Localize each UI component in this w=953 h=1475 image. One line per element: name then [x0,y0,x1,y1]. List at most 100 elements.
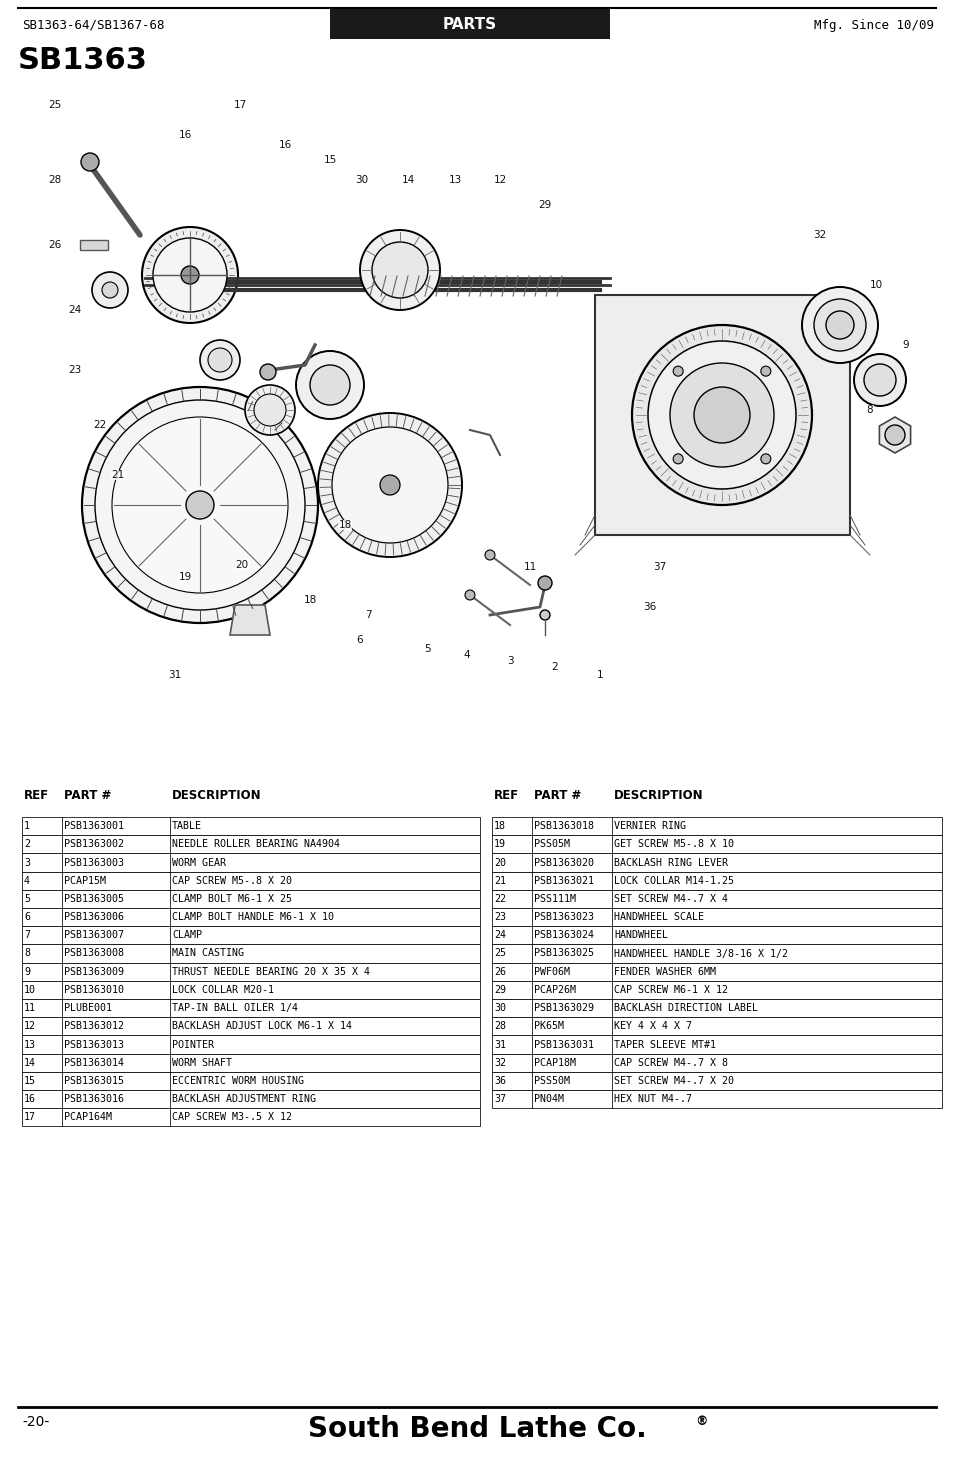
Circle shape [863,364,895,395]
Text: 14: 14 [24,1058,36,1068]
Text: PSB1363016: PSB1363016 [64,1094,124,1105]
Text: PSB1363021: PSB1363021 [534,876,594,885]
Text: 30: 30 [355,176,368,184]
Text: KEY 4 X 4 X 7: KEY 4 X 4 X 7 [614,1021,691,1031]
Text: PSB1363014: PSB1363014 [64,1058,124,1068]
Circle shape [142,227,237,323]
Bar [22,963,479,981]
Circle shape [332,426,448,543]
Text: 4: 4 [24,876,30,885]
Text: 15: 15 [323,155,336,165]
Text: 9: 9 [24,966,30,976]
Circle shape [372,242,428,298]
Text: PSB1363005: PSB1363005 [64,894,124,904]
Text: PSB1363015: PSB1363015 [64,1075,124,1086]
Circle shape [669,363,773,468]
Text: LOCK COLLAR M20-1: LOCK COLLAR M20-1 [172,985,274,996]
Text: ECCENTRIC WORM HOUSING: ECCENTRIC WORM HOUSING [172,1075,304,1086]
Circle shape [260,364,275,381]
Bar [22,889,479,909]
Text: 2: 2 [24,839,30,850]
Bar [80,240,108,249]
Circle shape [317,413,461,558]
Circle shape [200,341,240,381]
Text: 12: 12 [24,1021,36,1031]
Text: 26: 26 [494,966,505,976]
Text: 10: 10 [868,280,882,291]
Bar [492,1035,941,1053]
Text: BACKLASH RING LEVER: BACKLASH RING LEVER [614,857,727,867]
Circle shape [208,348,232,372]
Text: BACKLASH ADJUST LOCK M6-1 X 14: BACKLASH ADJUST LOCK M6-1 X 14 [172,1021,352,1031]
Text: PSB1363024: PSB1363024 [534,931,594,940]
Bar [22,909,479,926]
Text: PCAP26M: PCAP26M [534,985,576,996]
Bar [492,926,941,944]
Text: PSB1363002: PSB1363002 [64,839,124,850]
Bar [22,817,479,835]
Circle shape [884,425,904,445]
Text: 22: 22 [93,420,107,431]
Text: PSB1363008: PSB1363008 [64,948,124,959]
Text: NEEDLE ROLLER BEARING NA4904: NEEDLE ROLLER BEARING NA4904 [172,839,339,850]
Circle shape [647,341,795,490]
Bar [492,1018,941,1035]
Text: 8: 8 [24,948,30,959]
Circle shape [295,351,364,419]
Text: PSS05M: PSS05M [534,839,569,850]
Text: MAIN CASTING: MAIN CASTING [172,948,244,959]
Text: 37: 37 [494,1094,505,1105]
Circle shape [359,230,439,310]
Text: THRUST NEEDLE BEARING 20 X 35 X 4: THRUST NEEDLE BEARING 20 X 35 X 4 [172,966,370,976]
Text: 29: 29 [537,201,551,209]
Text: 22: 22 [494,894,505,904]
Text: CAP SCREW M4-.7 X 8: CAP SCREW M4-.7 X 8 [614,1058,727,1068]
Text: CLAMP BOLT HANDLE M6-1 X 10: CLAMP BOLT HANDLE M6-1 X 10 [172,912,334,922]
Text: 23: 23 [69,364,82,375]
Text: 17: 17 [24,1112,36,1122]
Text: 25: 25 [494,948,505,959]
Bar [492,854,941,872]
Text: PSB1363007: PSB1363007 [64,931,124,940]
Bar [492,909,941,926]
Text: 6: 6 [356,636,363,645]
Text: CAP SCREW M6-1 X 12: CAP SCREW M6-1 X 12 [614,985,727,996]
Text: PSS111M: PSS111M [534,894,576,904]
Text: PSB1363025: PSB1363025 [534,948,594,959]
Text: PCAP164M: PCAP164M [64,1112,112,1122]
Text: CLAMP BOLT M6-1 X 25: CLAMP BOLT M6-1 X 25 [172,894,292,904]
Circle shape [760,454,770,463]
Text: BACKLASH ADJUSTMENT RING: BACKLASH ADJUSTMENT RING [172,1094,315,1105]
Circle shape [539,611,550,620]
Text: 6: 6 [24,912,30,922]
Text: BACKLASH DIRECTION LABEL: BACKLASH DIRECTION LABEL [614,1003,758,1013]
Text: PSB1363018: PSB1363018 [534,822,594,830]
Text: 12: 12 [493,176,506,184]
Text: PARTS: PARTS [442,18,497,32]
Text: 23: 23 [494,912,505,922]
Circle shape [186,491,213,519]
Text: 1: 1 [24,822,30,830]
Circle shape [81,153,99,171]
Text: CAP SCREW M3-.5 X 12: CAP SCREW M3-.5 X 12 [172,1112,292,1122]
Text: 18: 18 [338,521,352,530]
Text: 24: 24 [494,931,505,940]
Text: 21: 21 [494,876,505,885]
Text: 17: 17 [233,100,247,111]
Circle shape [102,282,118,298]
Text: PART #: PART # [64,789,112,802]
Text: 13: 13 [448,176,461,184]
Text: PWF06M: PWF06M [534,966,569,976]
Text: WORM SHAFT: WORM SHAFT [172,1058,232,1068]
Circle shape [673,454,682,463]
Text: WORM GEAR: WORM GEAR [172,857,226,867]
Circle shape [181,266,199,285]
Text: PCAP15M: PCAP15M [64,876,106,885]
Text: South Bend Lathe Co.: South Bend Lathe Co. [307,1415,646,1443]
Text: TAPER SLEEVE MT#1: TAPER SLEEVE MT#1 [614,1040,716,1050]
Bar [492,963,941,981]
Text: 16: 16 [178,130,192,140]
Text: 36: 36 [494,1075,505,1086]
Circle shape [464,590,475,600]
Text: REF: REF [24,789,49,802]
